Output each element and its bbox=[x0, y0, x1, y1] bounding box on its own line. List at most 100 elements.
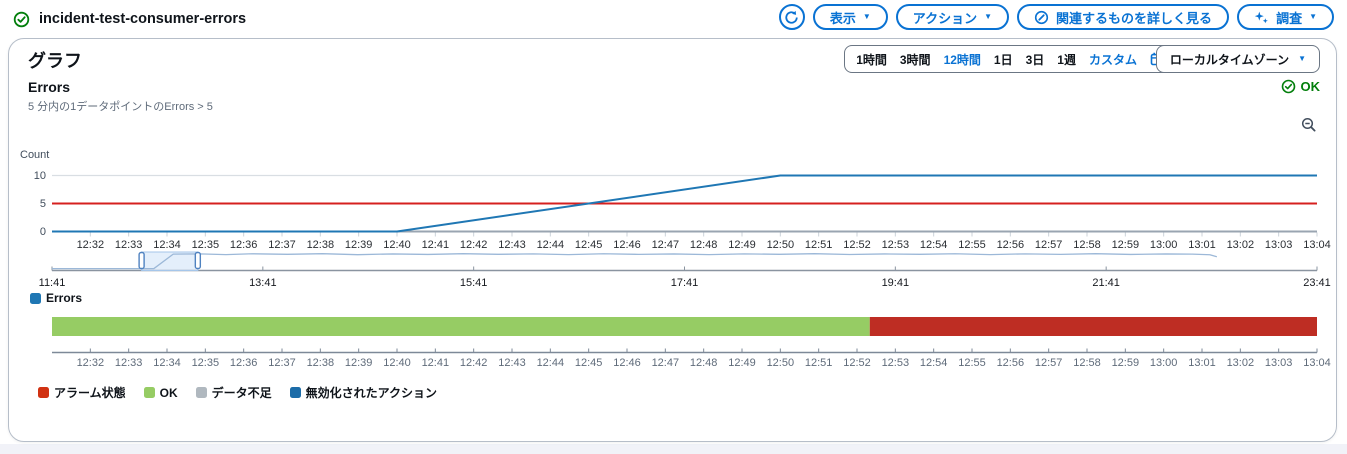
x-tick-label: 12:37 bbox=[268, 239, 296, 251]
x-tick-label: 12:48 bbox=[689, 239, 718, 251]
x-tick-label: 12:32 bbox=[76, 239, 105, 251]
x-tick-label: 12:38 bbox=[306, 357, 335, 369]
x-tick-label: 12:42 bbox=[459, 239, 488, 251]
chevron-down-icon: ▼ bbox=[1298, 54, 1306, 63]
x-tick-label: 12:59 bbox=[1111, 357, 1140, 369]
x-tick-label: 21:41 bbox=[1092, 277, 1120, 289]
time-range-option[interactable]: 12時間 bbox=[943, 52, 981, 67]
x-tick-label: 12:36 bbox=[229, 239, 258, 251]
x-tick-label: 12:33 bbox=[114, 357, 143, 369]
x-tick-label: 12:53 bbox=[881, 239, 910, 251]
sparkles-icon bbox=[1254, 10, 1269, 25]
x-tick-label: 12:56 bbox=[996, 239, 1025, 251]
x-tick-label: 12:43 bbox=[498, 239, 526, 251]
x-tick-label: 13:00 bbox=[1149, 357, 1178, 369]
x-tick-label: 12:36 bbox=[229, 357, 258, 369]
x-tick-label: 17:41 bbox=[670, 277, 699, 289]
y-tick-label: 0 bbox=[39, 225, 46, 238]
legend-item[interactable]: OK bbox=[143, 386, 178, 400]
time-range-option[interactable]: 1日 bbox=[993, 52, 1013, 67]
x-tick-label: 12:54 bbox=[919, 357, 948, 369]
x-tick-label: 12:58 bbox=[1073, 357, 1101, 369]
x-tick-label: 12:52 bbox=[843, 357, 871, 369]
refresh-button[interactable] bbox=[778, 4, 805, 30]
x-tick-label: 12:35 bbox=[191, 239, 220, 251]
time-range-option[interactable]: 3時間 bbox=[899, 52, 931, 67]
x-tick-label: 12:53 bbox=[881, 357, 910, 369]
x-tick-label: 12:39 bbox=[344, 357, 373, 369]
time-range-option[interactable]: 3日 bbox=[1025, 52, 1045, 67]
x-tick-label: 12:49 bbox=[728, 357, 756, 369]
zoom-out-button[interactable] bbox=[1299, 115, 1319, 135]
actions-dropdown-button[interactable]: アクション ▼ bbox=[895, 4, 1010, 30]
view-dropdown-label: 表示 bbox=[829, 10, 856, 26]
x-tick-label: 13:04 bbox=[1303, 239, 1331, 251]
x-tick-label: 12:49 bbox=[728, 239, 756, 251]
x-tick-label: 12:58 bbox=[1073, 239, 1101, 251]
x-tick-label: 12:47 bbox=[651, 239, 680, 251]
time-range-custom-link[interactable]: カスタム bbox=[1088, 52, 1137, 67]
alarm-state-badge: OK bbox=[1281, 79, 1320, 94]
legend-color-swatch bbox=[38, 387, 49, 398]
x-tick-label: 12:40 bbox=[383, 357, 411, 369]
legend-color-swatch bbox=[143, 387, 155, 398]
view-dropdown-button[interactable]: 表示 ▼ bbox=[812, 4, 888, 30]
legend-item[interactable]: データ不足 bbox=[195, 384, 272, 401]
legend-label: Errors bbox=[46, 291, 83, 305]
panel-title: グラフ bbox=[28, 51, 82, 71]
actions-dropdown-label: アクション bbox=[912, 10, 978, 26]
time-range-option[interactable]: 1時間 bbox=[856, 52, 887, 67]
x-tick-label: 12:50 bbox=[766, 357, 795, 369]
x-tick-label: 12:39 bbox=[344, 239, 373, 251]
legend-color-swatch bbox=[195, 387, 207, 398]
time-range-option[interactable]: 1週 bbox=[1057, 52, 1076, 67]
y-tick-label: 10 bbox=[33, 169, 46, 182]
x-tick-label: 12:57 bbox=[1034, 357, 1063, 369]
x-tick-label: 12:50 bbox=[766, 239, 795, 251]
x-tick-label: 12:57 bbox=[1034, 239, 1063, 251]
main-chart-x-axis: 12:32 12:33 12:34 12:35 12:36 12:37 12:38 12:39… bbox=[0, 239, 1347, 253]
x-tick-label: 12:37 bbox=[268, 357, 296, 369]
alarm-state-legend: アラーム状態 OK データ不足 無効化されたアクション bbox=[38, 384, 437, 401]
legend-color-swatch bbox=[289, 387, 301, 398]
x-tick-label: 12:55 bbox=[958, 239, 986, 251]
x-tick-label: 11:41 bbox=[38, 277, 66, 289]
x-tick-label: 12:46 bbox=[613, 239, 641, 251]
time-range-selector: 1時間 3時間 12時間 1日 3日 1週 カスタム bbox=[844, 45, 1176, 73]
page-title: incident-test-consumer-errors bbox=[39, 11, 247, 27]
metric-name: Errors bbox=[28, 79, 71, 95]
explore-icon bbox=[1034, 10, 1049, 25]
chevron-down-icon: ▼ bbox=[862, 12, 871, 21]
x-tick-label: 23:41 bbox=[1303, 277, 1331, 289]
overview-x-axis: 11:41 13:41 15:41 17:41 19:41 21:41 23:41 bbox=[0, 277, 1347, 291]
x-tick-label: 13:03 bbox=[1264, 239, 1293, 251]
x-tick-label: 12:51 bbox=[804, 239, 833, 251]
view-related-button[interactable]: 関連するものを詳しく見る bbox=[1017, 4, 1230, 30]
x-tick-label: 12:38 bbox=[306, 239, 335, 251]
state-timeline-x-axis: 12:32 12:33 12:34 12:35 12:36 12:37 12:38 12:39… bbox=[0, 357, 1347, 371]
x-tick-label: 12:47 bbox=[651, 357, 680, 369]
legend-item[interactable]: Errors bbox=[30, 291, 82, 305]
x-tick-label: 12:41 bbox=[421, 357, 450, 369]
x-tick-label: 13:03 bbox=[1264, 357, 1293, 369]
x-tick-label: 12:44 bbox=[536, 357, 565, 369]
legend-label: データ不足 bbox=[211, 386, 272, 400]
y-tick-label: 5 bbox=[39, 197, 46, 210]
refresh-icon bbox=[784, 10, 799, 25]
legend-item[interactable]: 無効化されたアクション bbox=[289, 384, 437, 401]
x-tick-label: 12:46 bbox=[613, 357, 641, 369]
investigate-dropdown-button[interactable]: 調査 ▼ bbox=[1237, 4, 1334, 30]
x-tick-label: 12:34 bbox=[153, 239, 181, 251]
x-tick-label: 12:45 bbox=[574, 357, 603, 369]
chevron-down-icon: ▼ bbox=[984, 12, 993, 21]
timezone-dropdown-button[interactable]: ローカルタイムゾーン ▼ bbox=[1155, 45, 1320, 73]
check-circle-icon bbox=[1281, 79, 1296, 94]
legend-color-swatch bbox=[30, 292, 41, 304]
investigate-dropdown-label: 調査 bbox=[1276, 10, 1303, 26]
legend-item[interactable]: アラーム状態 bbox=[38, 384, 126, 401]
x-tick-label: 12:55 bbox=[958, 357, 986, 369]
y-axis-title: Count bbox=[20, 149, 50, 161]
view-related-label: 関連するものを詳しく見る bbox=[1056, 10, 1213, 26]
x-tick-label: 13:01 bbox=[1188, 239, 1216, 251]
x-tick-label: 12:44 bbox=[536, 239, 565, 251]
